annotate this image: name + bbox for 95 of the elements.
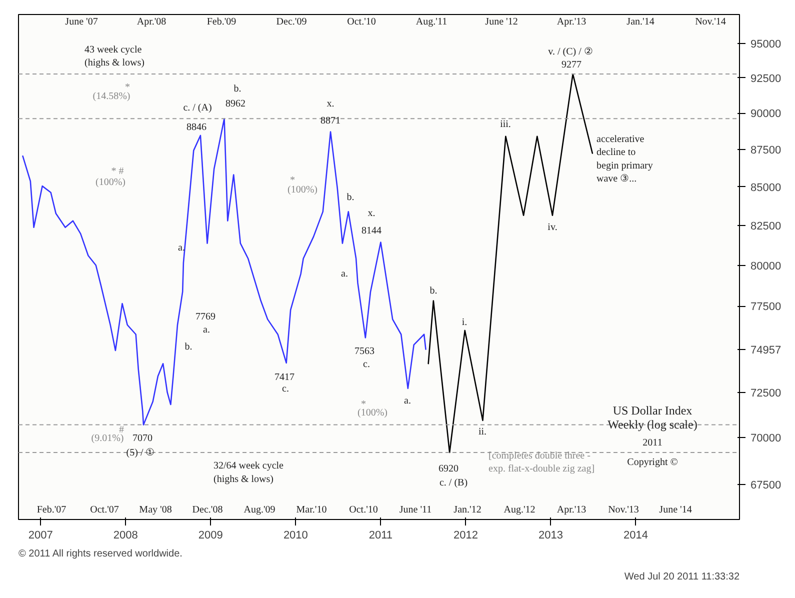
x-tick-label: 2014: [624, 530, 648, 542]
annotation: (100%): [288, 184, 318, 196]
annotation: Apr.'13: [556, 16, 586, 28]
line-series: [428, 73, 594, 454]
annotation: Aug.'09: [244, 504, 276, 516]
x-tick-label: 2013: [538, 530, 563, 542]
annotation: b.: [234, 84, 242, 95]
y-tick-label: 72500: [750, 387, 782, 400]
annotation: i.: [462, 317, 468, 328]
annotation: a.: [341, 268, 348, 280]
annotation: 2011: [642, 438, 662, 449]
y-tick-label: 87500: [750, 144, 782, 157]
y-tick-label: 82500: [750, 220, 782, 233]
annotation: [completes double three - exp. flat-x-double zig zag]: [488, 450, 595, 475]
annotation: c. / (A): [183, 102, 212, 114]
annotation: Copyright ©: [627, 457, 678, 468]
annotation: v. / (C) / ②: [548, 46, 593, 58]
annotation: (100%): [96, 177, 126, 188]
annotation: *: [125, 82, 130, 93]
annotation: a.: [178, 242, 185, 254]
annotation: (9.01%): [91, 432, 124, 444]
annotation: June '14: [659, 504, 692, 516]
annotation: (100%): [358, 408, 388, 419]
y-tick-label: 90000: [750, 108, 782, 120]
annotation: Dec.'09: [276, 16, 307, 28]
annotation: ii.: [478, 426, 487, 438]
annotation: 8846: [186, 122, 206, 134]
annotation: June '07: [65, 16, 98, 28]
annotation: Feb.'09: [206, 16, 236, 28]
annotation: Oct.'07: [90, 504, 119, 516]
annotation: Dec.'08: [192, 504, 223, 516]
text: Weekly (log scale): [608, 417, 698, 432]
annotation: May '08: [139, 504, 172, 516]
annotation: b.: [346, 192, 354, 203]
x-tick-label: 2011: [368, 530, 393, 542]
annotation: June '12: [485, 16, 518, 28]
annotation: Jan.'14: [626, 16, 654, 28]
line-series: [22, 118, 426, 426]
annotation: 8962: [226, 98, 246, 110]
annotation: 8144: [362, 226, 382, 237]
y-tick-label: 80000: [750, 260, 782, 272]
annotation: iv.: [548, 222, 558, 233]
annotation: a.: [404, 395, 411, 406]
annotation: 7070: [132, 432, 152, 444]
text: © 2011 All rights reserved worldwide.: [18, 548, 182, 560]
x-tick-label: 2012: [453, 530, 478, 542]
annotation: 7417: [274, 372, 294, 384]
annotation: c.: [363, 359, 370, 370]
annotation: Jan.'12: [454, 504, 482, 516]
x-tick-label: 2010: [283, 530, 308, 542]
annotation: *: [290, 175, 295, 186]
annotation: 7563: [354, 346, 374, 358]
y-tick-label: 95000: [750, 38, 782, 50]
annotation: accelerative decline to begin primary wave ③...: [596, 134, 653, 185]
annotation: Feb.'07: [36, 504, 66, 516]
annotation: June '11: [399, 504, 432, 516]
annotation: Oct.'10: [349, 504, 378, 516]
annotation: 9277: [562, 59, 582, 70]
annotation: 6920: [438, 464, 458, 475]
annotation: * #: [111, 166, 124, 177]
annotation: 43 week cycle (highs & lows): [84, 44, 144, 69]
annotation: Oct.'10: [347, 16, 376, 28]
x-tick-label: 2008: [113, 530, 138, 542]
annotation: (5) / ①: [126, 448, 155, 459]
annotation: 32/64 week cycle (highs & lows): [214, 460, 284, 485]
annotation: Nov.'14: [695, 16, 726, 28]
annotation: Apr.'13: [556, 504, 586, 516]
annotation: Mar.'10: [296, 504, 327, 516]
annotation: 8871: [320, 115, 340, 126]
text: Wed Jul 20 2011 11:33:32: [624, 572, 740, 582]
y-tick-label: 67500: [750, 480, 782, 492]
y-tick-label: 77500: [750, 301, 782, 314]
annotation: (14.58%): [92, 91, 130, 102]
annotation: *: [361, 399, 366, 410]
annotation: Aug.'11: [416, 16, 448, 28]
text: US Dollar Index: [612, 403, 692, 418]
x-tick-label: 2009: [198, 530, 223, 542]
annotation: 7769: [196, 312, 216, 323]
annotation: c. / (B): [439, 478, 468, 489]
y-tick-label: 85000: [750, 182, 782, 194]
y-tick-label: 74957: [750, 344, 782, 356]
y-tick-label: 92500: [750, 72, 782, 85]
annotation: Nov.'13: [608, 504, 639, 516]
annotation: b.: [184, 341, 192, 352]
annotation: x.: [326, 98, 334, 110]
annotation: a.: [203, 324, 210, 336]
annotation: #: [119, 424, 124, 436]
annotation: b.: [430, 285, 438, 296]
annotation: c.: [282, 383, 289, 394]
y-tick-label: 70000: [750, 432, 782, 445]
x-tick-label: 2007: [28, 530, 53, 542]
annotation: x.: [368, 208, 376, 219]
annotation: iii.: [500, 119, 511, 130]
annotation: Aug.'12: [504, 504, 536, 516]
annotation: Apr.'08: [136, 16, 166, 28]
